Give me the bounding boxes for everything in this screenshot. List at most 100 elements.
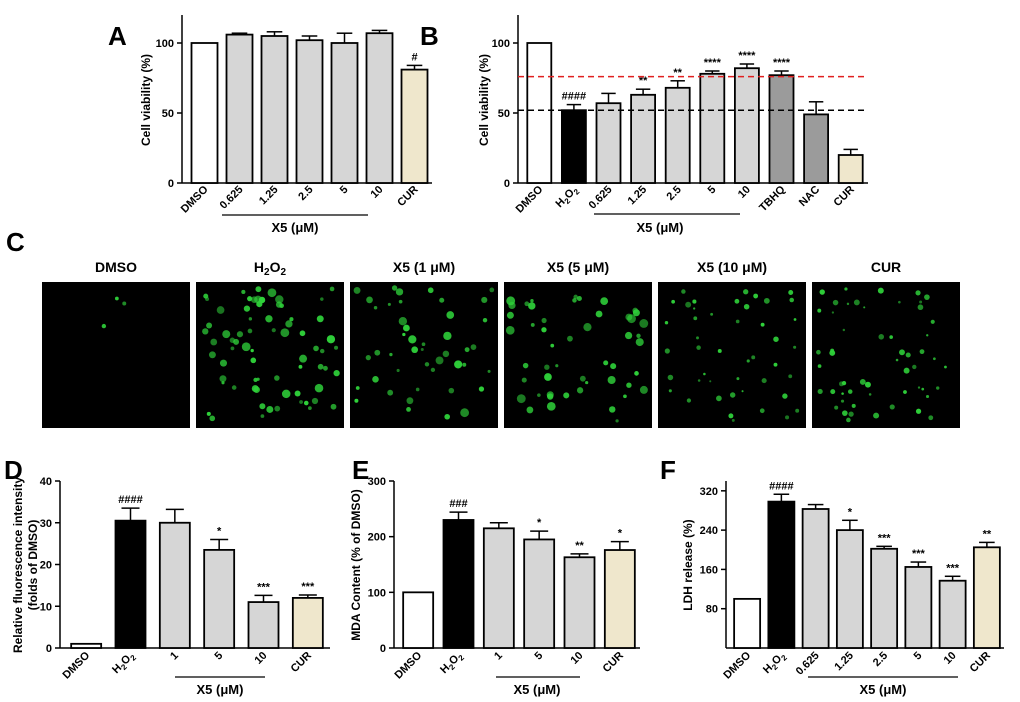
- cell-spot: [555, 364, 559, 368]
- tick-part: 2: [572, 187, 582, 197]
- cell-spot: [236, 331, 244, 338]
- fluorescence-image: [42, 282, 190, 428]
- cell-spot: [330, 403, 337, 410]
- panel-label-b: B: [420, 21, 439, 51]
- bar-0-625: [225, 33, 254, 184]
- cell-spot: [398, 299, 403, 304]
- cell-spot: [101, 323, 107, 329]
- cell-spot: [271, 328, 276, 333]
- cell-spot: [817, 388, 823, 395]
- cell-spot: [785, 415, 790, 420]
- cell-spot: [831, 311, 835, 314]
- cell-spot: [521, 377, 527, 383]
- cell-spot: [544, 373, 552, 381]
- panel-label-f: F: [660, 455, 676, 485]
- significance-label: **: [575, 540, 584, 552]
- chart-panel-e: E 0 100 200 300 MDA Content (% of DMSO) DMSO ##…: [349, 455, 640, 697]
- cell-spot: [231, 385, 237, 390]
- cell-spot: [793, 318, 797, 321]
- cell-spot: [253, 377, 258, 383]
- cell-spot: [299, 354, 308, 363]
- cell-spot: [671, 299, 675, 304]
- cell-spot: [912, 364, 917, 370]
- x-tick-label: 10: [736, 184, 753, 201]
- cell-spot: [313, 345, 319, 352]
- bar-5: [699, 72, 726, 184]
- cell-spot: [696, 345, 701, 350]
- x-tick-label: 10: [368, 184, 385, 201]
- cell-spot: [851, 403, 856, 408]
- cell-spot: [917, 304, 924, 311]
- cell-spot: [308, 406, 312, 410]
- cell-spot: [323, 365, 328, 371]
- x-tick-label: H2O2: [554, 183, 582, 211]
- bar-10: [247, 601, 280, 649]
- cell-spot: [541, 327, 547, 333]
- cell-spot: [667, 374, 674, 381]
- cell-spot: [624, 331, 633, 340]
- cell-spot: [219, 375, 227, 383]
- cell-spot: [427, 287, 434, 294]
- cell-spot: [241, 289, 246, 295]
- cell-spot: [846, 417, 851, 423]
- cell-spot: [247, 328, 253, 334]
- x-tick-label: 5: [912, 650, 925, 663]
- bar-1: [158, 521, 191, 649]
- cell-spot: [389, 352, 393, 357]
- cell-spot: [537, 393, 541, 397]
- cell-spot: [454, 360, 463, 369]
- significance-label: **: [673, 67, 682, 79]
- cell-spot: [615, 419, 619, 423]
- cell-spot: [391, 285, 398, 291]
- bar-cur: [291, 597, 324, 649]
- cell-spot: [248, 317, 253, 321]
- cell-spot: [625, 313, 633, 321]
- panel-label-e: E: [352, 455, 369, 485]
- significance-label: *: [618, 528, 623, 540]
- cell-spot: [222, 330, 231, 339]
- cell-spot: [430, 367, 436, 373]
- cell-spot: [847, 389, 853, 394]
- tick-part: 2: [119, 662, 129, 672]
- cell-spot: [546, 401, 556, 411]
- group-label: X5 (μM): [272, 220, 319, 235]
- x-tick-label: 5: [212, 650, 225, 663]
- x-tick-label: 2.5: [296, 184, 315, 203]
- cell-spot: [387, 302, 391, 306]
- cell-spot: [546, 393, 554, 400]
- cell-spot: [782, 393, 788, 399]
- x-tick-label: 5: [338, 184, 351, 197]
- cell-spot: [299, 330, 306, 337]
- x-tick-label: 5: [706, 184, 719, 197]
- cell-spot: [210, 338, 218, 346]
- cell-spot: [817, 308, 822, 313]
- cell-spot: [424, 362, 430, 367]
- x-tick-label: CUR: [831, 184, 856, 209]
- cell-spot: [481, 296, 488, 304]
- cell-spot: [374, 349, 381, 356]
- cell-spot: [685, 301, 692, 308]
- cell-spot: [609, 406, 616, 413]
- cell-spot: [216, 306, 225, 314]
- cell-spot: [793, 345, 797, 349]
- cell-spot: [819, 289, 825, 295]
- significance-label: ***: [946, 562, 960, 574]
- cell-spot: [366, 296, 373, 304]
- cell-spot: [506, 296, 516, 306]
- cell-spot: [572, 298, 577, 303]
- cell-spot: [408, 335, 417, 344]
- cell-spot: [402, 332, 406, 337]
- cell-spot: [274, 405, 281, 412]
- y-axis-label-line: Relative fluorescence intensity: [11, 477, 25, 653]
- cell-spot: [789, 297, 795, 303]
- cell-spot: [229, 337, 236, 343]
- cell-spot: [489, 287, 495, 293]
- cell-spot: [830, 348, 835, 353]
- x-tick-label: TBHQ: [757, 183, 788, 214]
- cell-spot: [446, 311, 455, 319]
- cell-spot: [275, 295, 284, 304]
- y-axis-label: Cell viability (%): [139, 54, 153, 146]
- cell-spot: [763, 297, 770, 304]
- cell-spot: [460, 408, 470, 418]
